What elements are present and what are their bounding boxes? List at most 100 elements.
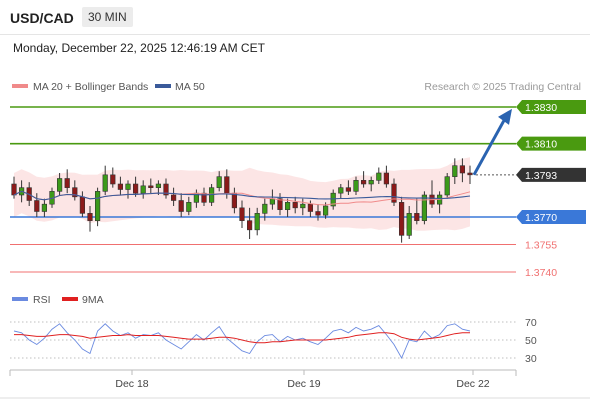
candle <box>216 171 222 192</box>
candle-body-down <box>11 183 17 196</box>
candle-body-down <box>467 172 473 176</box>
candle-body-down <box>64 178 70 188</box>
candle-body-up <box>186 202 192 212</box>
rsi-ma-line <box>14 332 470 344</box>
candle <box>133 176 139 197</box>
bollinger-legend-label: MA 20 + Bollinger Bands <box>33 81 148 93</box>
level-label-text: 1.3830 <box>525 102 557 114</box>
candle <box>254 207 260 236</box>
candle-body-up <box>155 183 162 188</box>
candle-body-up <box>95 191 101 221</box>
candle <box>330 189 336 210</box>
candle <box>353 176 359 195</box>
candle-body-down <box>178 200 184 212</box>
level-label-bg <box>516 210 586 224</box>
x-tick-label: Dec 22 <box>456 378 489 390</box>
candle <box>368 176 374 192</box>
level-labels: 1.3830 1.3810 1.3793 1.3770 1.3755 1.3740 <box>516 100 586 279</box>
candle-body-up <box>353 180 359 192</box>
bollinger-bands <box>14 157 470 231</box>
candle <box>87 206 93 232</box>
candle-body-up <box>41 203 47 212</box>
candle-body-up <box>102 174 108 192</box>
candle-body-up <box>216 176 222 188</box>
candle <box>452 158 458 184</box>
candle <box>467 165 473 184</box>
candle-body-down <box>148 185 154 188</box>
candle-body-down <box>163 183 169 196</box>
candle-body-up <box>406 213 412 236</box>
candle-body-down <box>292 202 298 209</box>
candle-body-up <box>322 205 329 216</box>
level-label-1.3793: 1.3793 <box>516 167 586 182</box>
level-label-bg <box>516 136 586 151</box>
candle-body-down <box>171 194 177 201</box>
candle <box>360 171 367 188</box>
candle-body-up <box>421 194 428 221</box>
candle <box>178 193 184 217</box>
candle-body-up <box>452 165 458 177</box>
candle-body-up <box>338 187 344 194</box>
candle-body-down <box>459 165 466 174</box>
candle <box>300 198 306 216</box>
rsi-tick-label: 50 <box>525 335 537 347</box>
candle <box>186 196 192 216</box>
level-label-text: 1.3755 <box>525 240 557 252</box>
level-label-text: 1.3810 <box>525 139 557 151</box>
candle-body-down <box>277 198 283 210</box>
candle <box>171 187 177 206</box>
x-tick-label: Dec 18 <box>115 378 148 390</box>
candle <box>292 196 298 214</box>
rsi-ma-legend-label: 9MA <box>82 294 104 306</box>
candle-body-down <box>231 192 238 209</box>
candle <box>414 198 420 225</box>
candle-body-down <box>360 180 367 185</box>
candle <box>444 173 450 199</box>
candle <box>95 187 101 227</box>
candle-body-down <box>398 202 405 236</box>
bollinger-band-fill <box>14 157 470 231</box>
candle-body-up <box>56 178 63 192</box>
level-label-1.3770: 1.3770 <box>516 210 586 224</box>
pair-title: USD/CAD <box>10 10 74 26</box>
rsi-tick-label: 70 <box>525 317 537 329</box>
candle <box>125 180 131 199</box>
candle-body-up <box>125 183 131 190</box>
candle <box>383 165 390 188</box>
credit-label: Research © 2025 Trading Central <box>424 81 581 93</box>
level-label-text: 1.3740 <box>525 267 557 279</box>
timeframe-badge[interactable]: 30 MIN <box>82 7 133 27</box>
candle-body-down <box>383 172 390 185</box>
candle-body-down <box>315 211 321 216</box>
ma50-legend-swatch <box>155 84 171 88</box>
rsi-panel: 70 50 30 <box>10 317 537 365</box>
candle-body-up <box>284 202 291 210</box>
x-tick-label: Dec 19 <box>287 378 320 390</box>
candle-body-down <box>87 213 93 221</box>
candle-body-up <box>300 203 306 209</box>
rsi-line <box>13 323 471 360</box>
candle <box>421 191 428 225</box>
bollinger-legend-swatch <box>12 84 28 88</box>
candle-body-up <box>254 213 260 231</box>
candle-body-up <box>140 185 146 194</box>
candle <box>34 193 40 217</box>
forecast-arrow-shaft <box>472 116 508 176</box>
candle <box>391 178 397 206</box>
candle <box>64 169 70 194</box>
candle-body-up <box>444 176 450 196</box>
candle <box>117 176 123 195</box>
candle-body-up <box>262 203 268 214</box>
candle <box>398 196 405 243</box>
rsi-ma-legend-swatch <box>62 297 78 301</box>
candle <box>201 187 207 206</box>
candle-body-up <box>330 192 336 207</box>
candle-body-down <box>239 207 245 221</box>
candle <box>315 204 321 221</box>
level-label-text: 1.3770 <box>525 212 557 224</box>
candle <box>345 180 352 195</box>
candle-body-up <box>269 198 276 205</box>
candle-body-down <box>345 187 352 192</box>
candle-body-down <box>224 176 230 194</box>
